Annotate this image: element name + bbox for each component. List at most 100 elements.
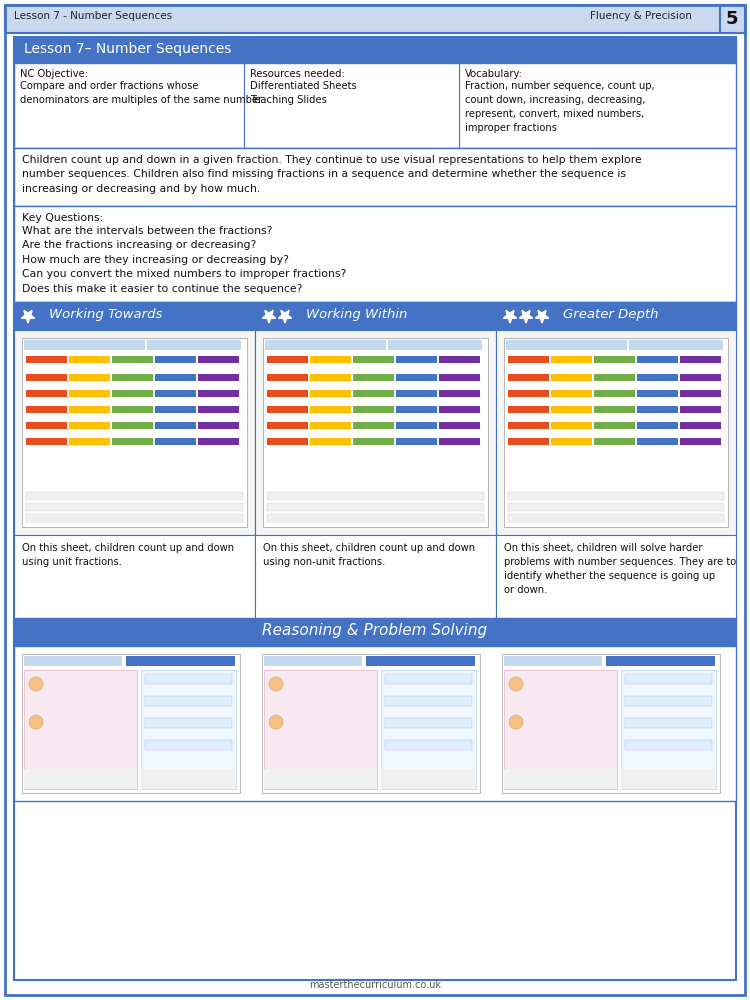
Text: Reasoning & Problem Solving: Reasoning & Problem Solving (262, 623, 488, 638)
Bar (353, 438, 394, 445)
Bar (147, 340, 241, 350)
Bar (198, 406, 239, 413)
Bar (112, 422, 153, 429)
Bar (112, 406, 153, 413)
Bar (508, 514, 724, 522)
Bar (680, 422, 721, 429)
Bar (26, 514, 243, 522)
Bar (508, 422, 549, 429)
Bar (385, 740, 472, 750)
Polygon shape (503, 310, 517, 323)
Bar (267, 422, 308, 429)
Bar (112, 374, 153, 381)
Bar (625, 740, 712, 750)
Bar (255, 330, 496, 535)
Text: Compare and order fractions whose
denominators are multiples of the same number: Compare and order fractions whose denomi… (20, 81, 262, 105)
Text: Lesson 7 - Number Sequences: Lesson 7 - Number Sequences (14, 11, 172, 21)
Bar (594, 390, 635, 397)
Text: Fluency & Precision: Fluency & Precision (590, 11, 692, 21)
Bar (69, 422, 110, 429)
Bar (396, 356, 437, 363)
Circle shape (29, 715, 43, 729)
Bar (198, 390, 239, 397)
Bar (508, 438, 549, 445)
Text: On this sheet, children count up and down
using non-unit fractions.: On this sheet, children count up and dow… (263, 543, 476, 567)
Bar (26, 492, 243, 500)
Bar (680, 374, 721, 381)
Bar (720, 5, 745, 33)
Bar (637, 374, 678, 381)
Bar (155, 406, 196, 413)
Polygon shape (536, 310, 549, 323)
Bar (396, 390, 437, 397)
Bar (69, 356, 110, 363)
Bar (439, 438, 480, 445)
Bar (353, 390, 394, 397)
Bar (69, 406, 110, 413)
Text: On this sheet, children will solve harder
problems with number sequences. They a: On this sheet, children will solve harde… (504, 543, 736, 595)
Bar (381, 670, 476, 789)
Bar (508, 356, 549, 363)
Bar (551, 356, 592, 363)
Bar (264, 769, 377, 789)
Bar (22, 338, 247, 527)
Bar (14, 206, 736, 302)
Bar (508, 503, 724, 511)
Bar (141, 769, 236, 789)
Bar (267, 390, 308, 397)
Bar (262, 654, 480, 793)
Bar (594, 356, 635, 363)
Bar (255, 302, 496, 330)
Bar (637, 356, 678, 363)
Polygon shape (519, 310, 532, 323)
Bar (14, 330, 255, 535)
Circle shape (29, 677, 43, 691)
Bar (267, 503, 484, 511)
Bar (267, 492, 484, 500)
Bar (506, 340, 627, 350)
Bar (26, 503, 243, 511)
Bar (26, 422, 67, 429)
Bar (155, 422, 196, 429)
Bar (637, 406, 678, 413)
Bar (439, 406, 480, 413)
Bar (629, 340, 723, 350)
Bar (680, 406, 721, 413)
Bar (621, 769, 716, 789)
Polygon shape (21, 310, 34, 323)
Text: masterthecurriculum.co.uk: masterthecurriculum.co.uk (309, 980, 441, 990)
Bar (637, 438, 678, 445)
Bar (625, 696, 712, 706)
Bar (310, 406, 351, 413)
Bar (310, 422, 351, 429)
Bar (439, 374, 480, 381)
Bar (439, 390, 480, 397)
Circle shape (269, 715, 283, 729)
Bar (267, 514, 484, 522)
Bar (388, 340, 482, 350)
Bar (594, 438, 635, 445)
Bar (310, 374, 351, 381)
Bar (145, 696, 232, 706)
Text: Vocabulary:: Vocabulary: (465, 69, 523, 79)
Bar (198, 374, 239, 381)
Polygon shape (262, 310, 276, 323)
Bar (353, 422, 394, 429)
Bar (112, 390, 153, 397)
Bar (637, 422, 678, 429)
Bar (24, 670, 137, 789)
Bar (385, 674, 472, 684)
Bar (680, 390, 721, 397)
Bar (508, 374, 549, 381)
Bar (155, 438, 196, 445)
Bar (551, 422, 592, 429)
Bar (267, 438, 308, 445)
Text: Lesson 7– Number Sequences: Lesson 7– Number Sequences (24, 42, 231, 56)
Bar (126, 656, 235, 666)
Bar (496, 302, 736, 330)
Bar (508, 492, 724, 500)
Bar (502, 654, 720, 793)
Text: Working Towards: Working Towards (49, 308, 162, 321)
Bar (396, 406, 437, 413)
Bar (267, 356, 308, 363)
